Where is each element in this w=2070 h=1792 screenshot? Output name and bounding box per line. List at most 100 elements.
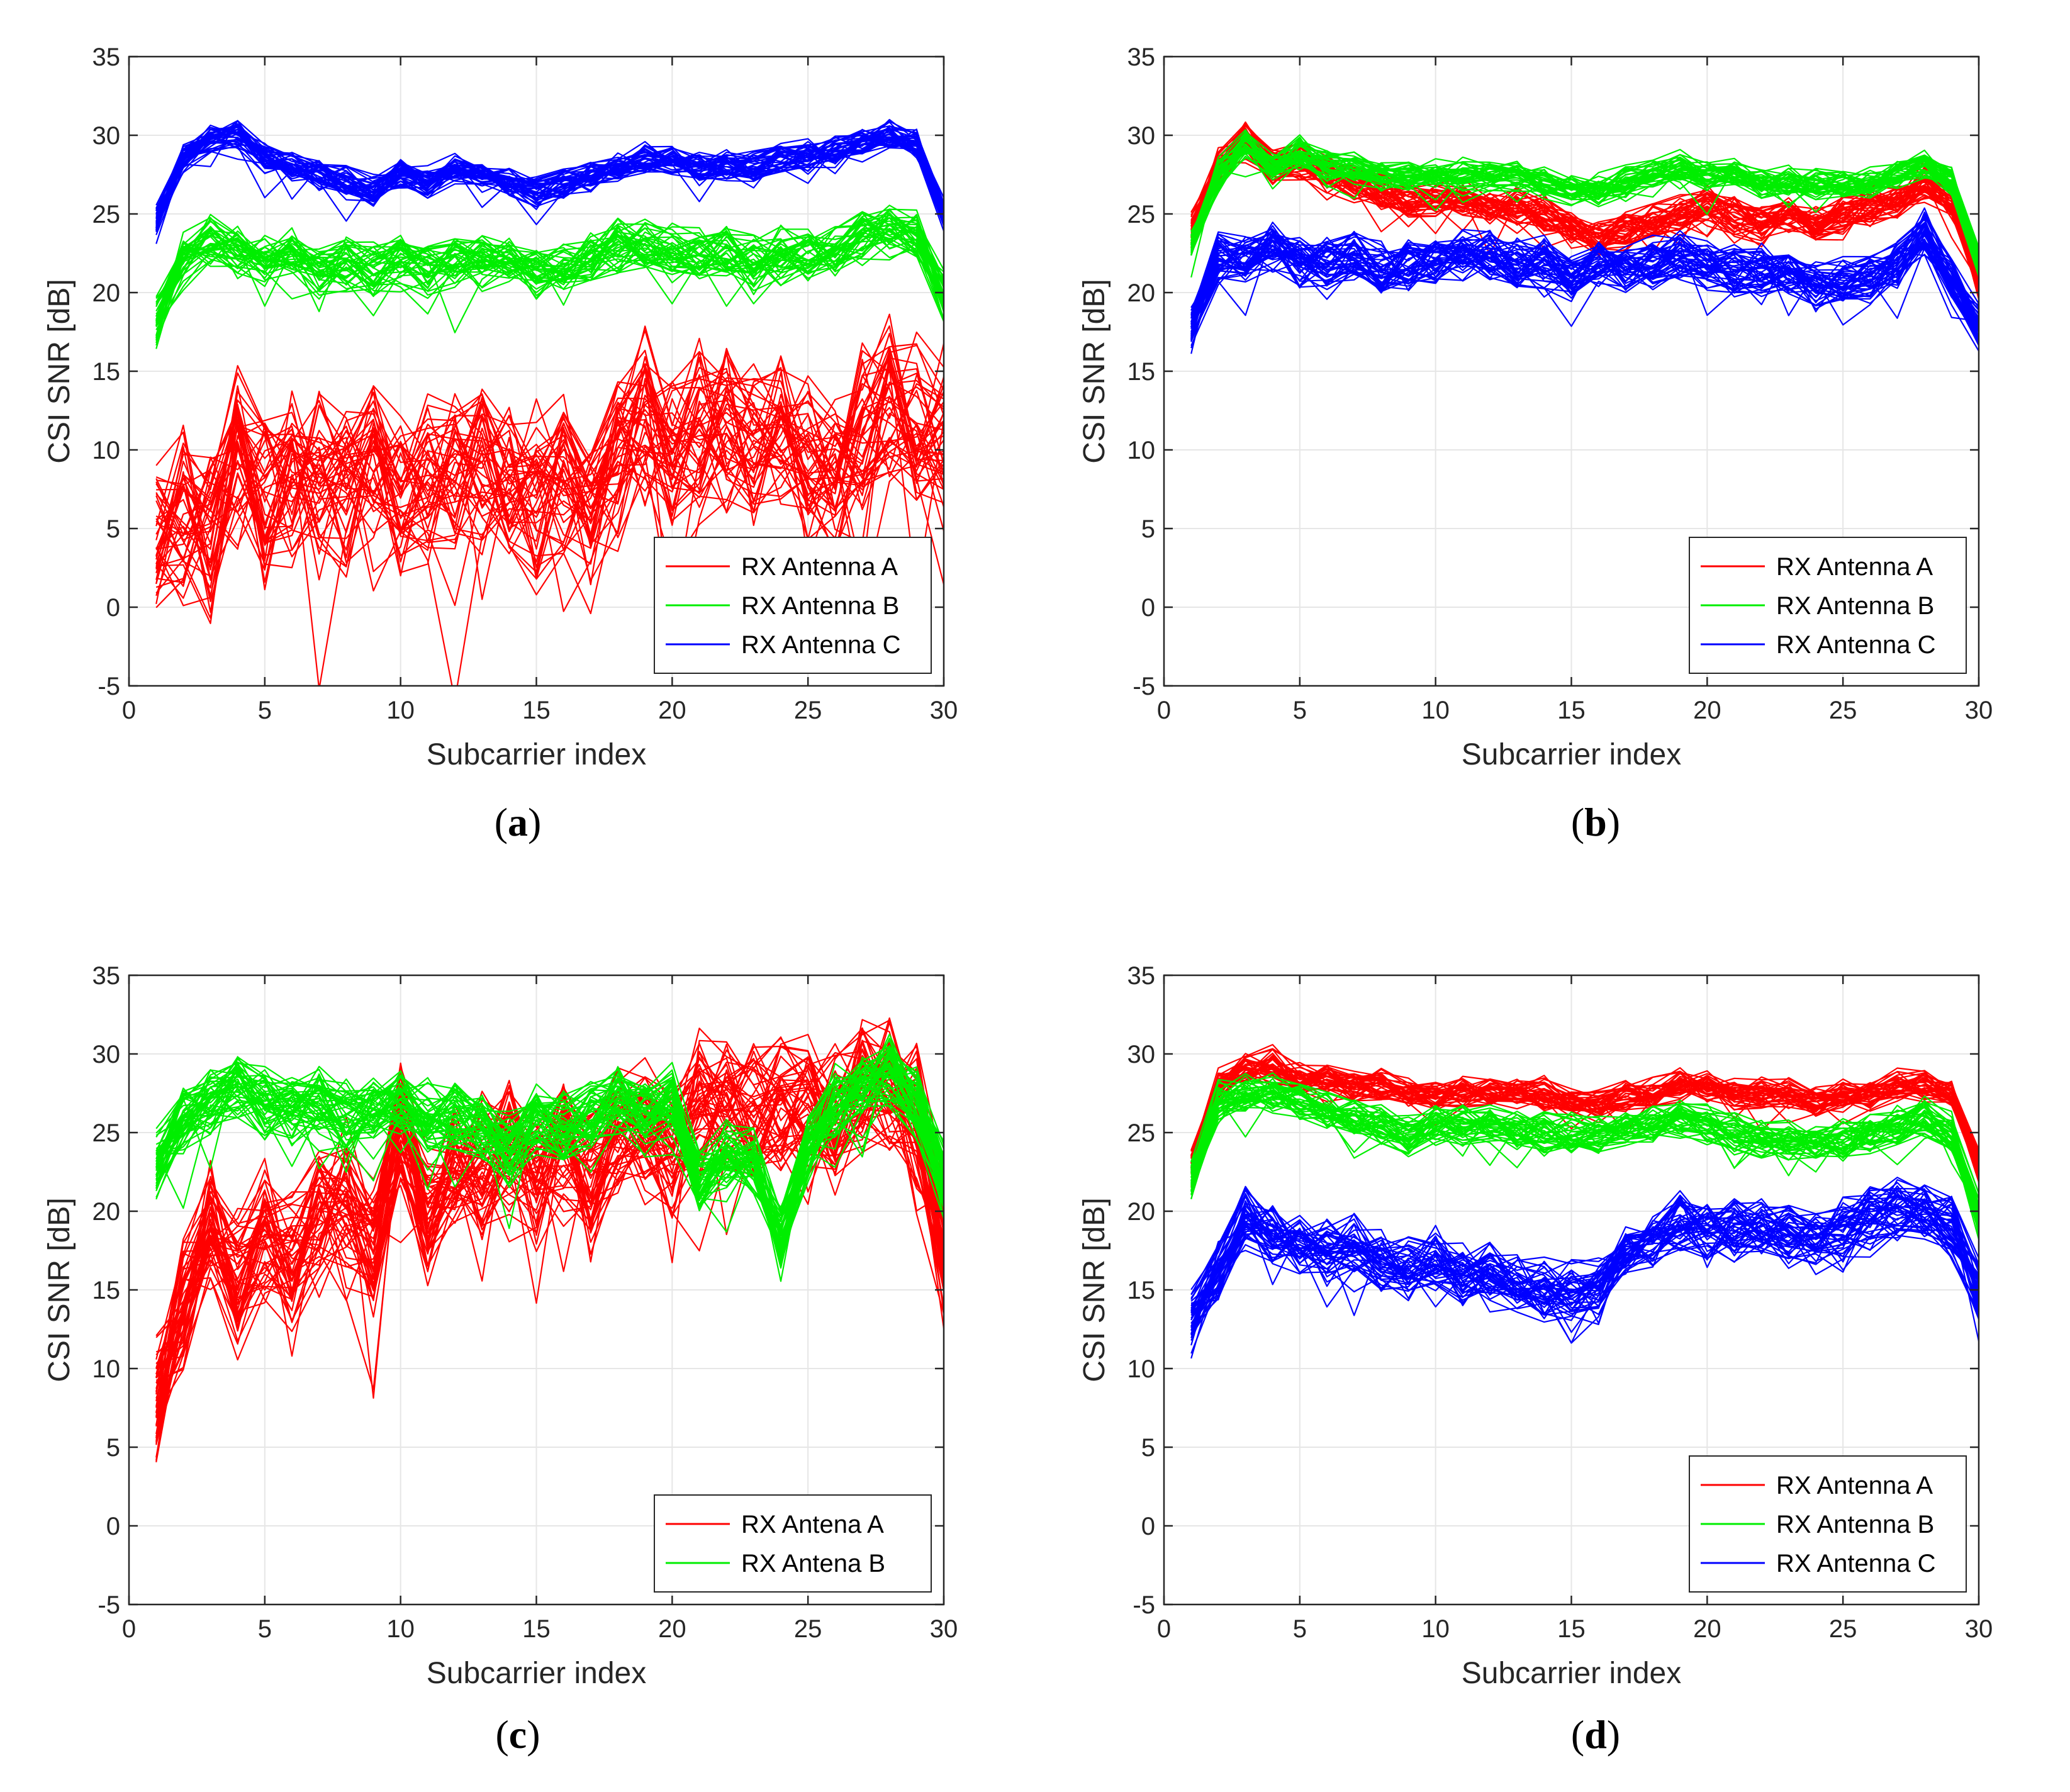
legend-label: RX Antenna B bbox=[741, 592, 899, 620]
x-tick-label: 20 bbox=[1693, 697, 1721, 724]
series-trace bbox=[155, 1089, 944, 1256]
series-trace bbox=[155, 1034, 944, 1463]
series-trace bbox=[1190, 215, 1979, 314]
series-trace bbox=[1190, 137, 1979, 270]
series-trace bbox=[1190, 230, 1979, 341]
series-trace bbox=[155, 1078, 944, 1262]
y-tick-label: 25 bbox=[92, 1119, 121, 1147]
series-trace bbox=[1190, 223, 1979, 328]
x-tick-label: 0 bbox=[1157, 1615, 1171, 1643]
y-tick-label: 15 bbox=[92, 358, 121, 386]
series-trace bbox=[155, 1069, 944, 1211]
series-trace bbox=[155, 313, 944, 568]
series-trace bbox=[155, 136, 944, 227]
legend: RX Antenna A RX Antenna B RX Antenna C bbox=[1689, 1455, 1967, 1593]
legend: RX Antena A RX Antena B bbox=[654, 1494, 932, 1593]
series-trace bbox=[155, 121, 944, 230]
y-tick-label: 5 bbox=[106, 515, 120, 543]
x-tick-label: 20 bbox=[658, 697, 686, 724]
x-tick-label: 10 bbox=[386, 697, 415, 724]
series-B-traces bbox=[155, 204, 944, 349]
series-trace bbox=[1190, 134, 1979, 256]
y-tick-label: 20 bbox=[92, 1198, 121, 1226]
y-tick-label: 0 bbox=[1141, 594, 1155, 622]
series-trace bbox=[1190, 1080, 1979, 1207]
y-tick-label: -5 bbox=[1133, 1591, 1155, 1619]
series-trace bbox=[1190, 1087, 1979, 1219]
caption-d: (d) bbox=[1570, 1712, 1621, 1757]
x-tick-label: 5 bbox=[1293, 1615, 1307, 1643]
series-trace bbox=[155, 1067, 944, 1228]
series-trace bbox=[155, 1071, 944, 1237]
series-trace bbox=[155, 1056, 944, 1208]
x-tick-label: 15 bbox=[522, 1615, 551, 1643]
y-tick-label: 35 bbox=[92, 962, 121, 990]
series-trace bbox=[1190, 1189, 1979, 1307]
series-trace bbox=[1190, 152, 1979, 263]
series-trace bbox=[1190, 1048, 1979, 1170]
series-C-traces bbox=[1190, 1177, 1979, 1359]
series-trace bbox=[155, 378, 944, 574]
y-tick-label: 10 bbox=[1127, 437, 1156, 464]
chart-panel-b: 0 5 10 15 20 25 30 -5 0 5 10 15 20 25 30 35 Subcarrier i… bbox=[1035, 0, 2070, 805]
y-axis-label: CSI SNR [dB] bbox=[43, 279, 76, 463]
x-tick-label: 30 bbox=[1965, 1615, 1993, 1643]
legend-label: RX Antenna B bbox=[1776, 1511, 1934, 1538]
y-tick-label: 20 bbox=[1127, 279, 1156, 307]
x-axis-label: Subcarrier index bbox=[427, 738, 647, 771]
y-tick-label: 30 bbox=[92, 122, 121, 150]
series-trace bbox=[155, 1048, 944, 1282]
y-tick-label: 35 bbox=[1127, 43, 1156, 71]
series-trace bbox=[155, 344, 944, 580]
series-trace bbox=[155, 350, 944, 585]
y-tick-label: 25 bbox=[92, 201, 121, 228]
y-tick-label: 20 bbox=[1127, 1198, 1156, 1226]
chart-panel-a: 0 5 10 15 20 25 30 -5 0 5 10 15 20 25 30 35 Subcarrier i… bbox=[0, 0, 1035, 805]
x-axis-label: Subcarrier index bbox=[1462, 1657, 1682, 1690]
x-tick-label: 20 bbox=[1693, 1615, 1721, 1643]
series-trace bbox=[155, 126, 944, 225]
series-trace bbox=[156, 354, 944, 620]
x-tick-label: 30 bbox=[930, 697, 958, 724]
series-C-traces bbox=[1190, 207, 1979, 354]
series-trace bbox=[1190, 1192, 1979, 1306]
series-trace bbox=[155, 396, 944, 588]
caption-b: (b) bbox=[1570, 800, 1621, 844]
y-tick-label: 30 bbox=[1127, 122, 1156, 150]
y-tick-label: 5 bbox=[1141, 1434, 1155, 1462]
y-tick-label: 0 bbox=[1141, 1513, 1155, 1540]
series-trace bbox=[1190, 150, 1979, 257]
x-tick-label: 20 bbox=[658, 1615, 686, 1643]
x-tick-label: 25 bbox=[794, 1615, 822, 1643]
x-axis-label: Subcarrier index bbox=[1462, 738, 1682, 771]
series-trace bbox=[1190, 236, 1979, 319]
series-trace bbox=[1190, 1217, 1979, 1331]
y-tick-label: 5 bbox=[106, 1434, 120, 1462]
x-tick-label: 25 bbox=[794, 697, 822, 724]
series-trace bbox=[1190, 1185, 1979, 1316]
series-trace bbox=[155, 1072, 944, 1269]
series-trace bbox=[155, 1070, 944, 1214]
series-group bbox=[1190, 121, 1979, 354]
y-tick-label: 15 bbox=[1127, 1277, 1156, 1304]
series-B-traces bbox=[155, 1033, 944, 1282]
series-A-traces bbox=[155, 313, 944, 686]
legend-label: RX Antenna A bbox=[1776, 553, 1933, 581]
series-trace bbox=[1190, 232, 1979, 346]
x-tick-label: 0 bbox=[122, 1615, 136, 1643]
y-tick-label: 10 bbox=[92, 437, 121, 464]
x-tick-label: 10 bbox=[1421, 697, 1450, 724]
y-tick-label: 20 bbox=[92, 279, 121, 307]
series-trace bbox=[155, 213, 944, 322]
y-tick-label: 30 bbox=[92, 1041, 121, 1068]
series-trace bbox=[1190, 1075, 1979, 1206]
x-tick-label: 15 bbox=[1557, 697, 1586, 724]
series-A-traces bbox=[1190, 1044, 1979, 1187]
x-tick-label: 0 bbox=[1157, 697, 1171, 724]
series-trace bbox=[1190, 138, 1979, 277]
caption-c: (c) bbox=[495, 1712, 540, 1757]
series-trace bbox=[155, 325, 944, 550]
series-trace bbox=[1190, 233, 1979, 344]
series-trace bbox=[155, 1045, 944, 1364]
